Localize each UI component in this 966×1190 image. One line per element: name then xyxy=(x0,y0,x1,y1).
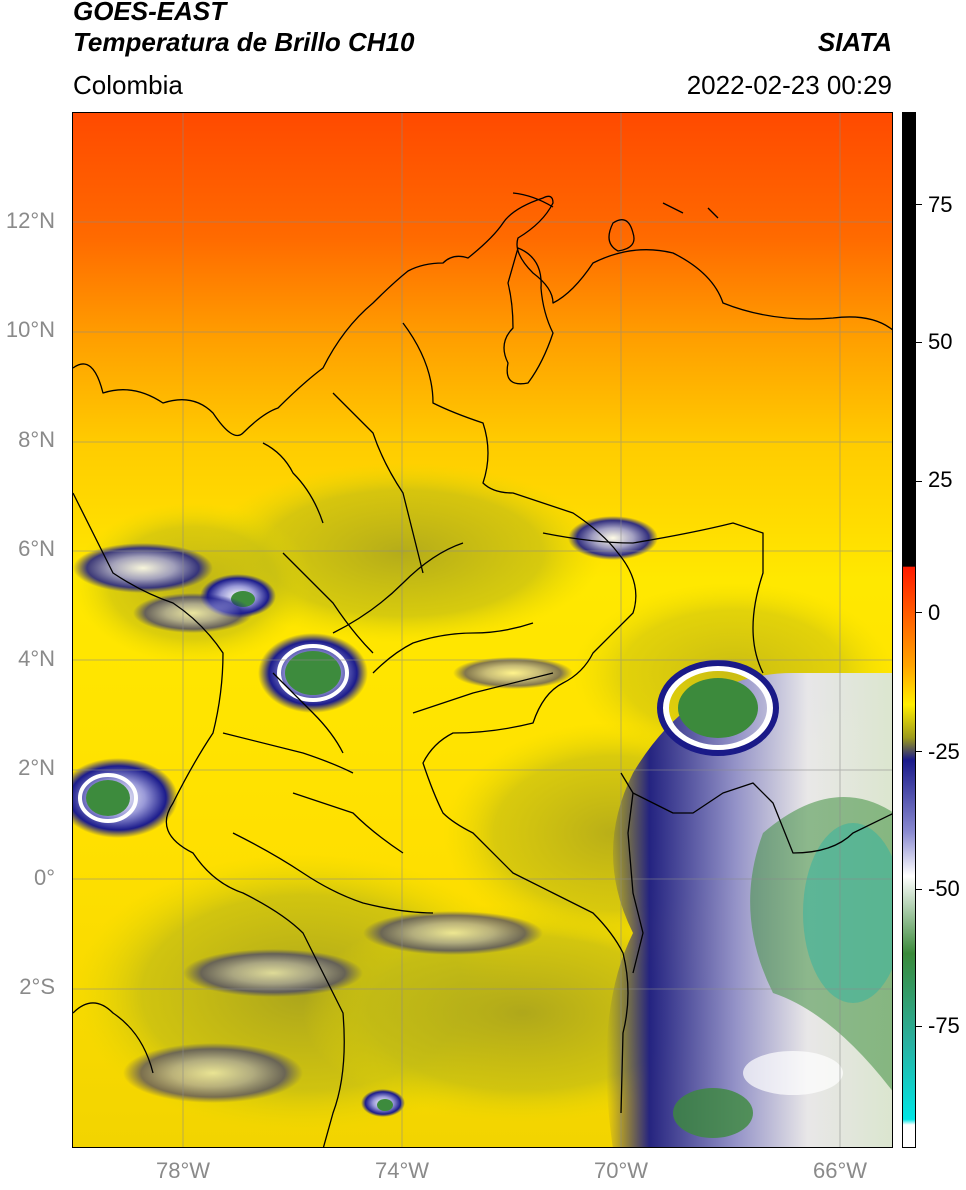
product-title: Temperatura de Brillo CH10 xyxy=(73,27,415,57)
source-label: SIATA xyxy=(817,27,892,57)
colorbar-label-minus50: -50 xyxy=(928,876,960,901)
gridlines xyxy=(73,113,892,1147)
colorbar-tick xyxy=(916,342,922,343)
colorbar-tick xyxy=(916,204,922,205)
lat-tick-8n: 8°N xyxy=(18,427,55,452)
lon-tick-78w: 78°W xyxy=(155,1158,211,1183)
colorbar-label-minus25: -25 xyxy=(928,739,960,764)
datetime-label: 2022-02-23 00:29 xyxy=(686,70,892,100)
lat-tick-2s: 2°S xyxy=(19,974,55,999)
western-convective-cells xyxy=(73,516,658,1117)
eastern-storm-complex xyxy=(606,660,892,1147)
lat-tick-12n: 12°N xyxy=(5,208,55,233)
colorbar-label-75: 75 xyxy=(928,192,953,217)
colorbar-tick xyxy=(916,612,922,613)
region-label: Colombia xyxy=(73,70,183,100)
lat-tick-6n: 6°N xyxy=(18,536,55,561)
colorbar-tick xyxy=(916,481,922,482)
satellite-title: GOES-EAST xyxy=(73,0,227,26)
colorbar-label-25: 25 xyxy=(928,467,953,492)
colorbar-label-50: 50 xyxy=(928,329,953,354)
lon-tick-70w: 70°W xyxy=(593,1158,649,1183)
lat-tick-2n: 2°N xyxy=(18,755,55,780)
colorbar-label-0: 0 xyxy=(928,600,941,625)
colorbar xyxy=(902,112,916,1148)
lat-tick-4n: 4°N xyxy=(18,646,55,671)
colorbar-tick xyxy=(916,1026,922,1027)
lat-tick-0: 0° xyxy=(33,865,55,890)
brightness-temperature-map xyxy=(72,112,893,1148)
lon-tick-74w: 74°W xyxy=(374,1158,430,1183)
lat-tick-10n: 10°N xyxy=(5,317,55,342)
colorbar-tick xyxy=(916,751,922,752)
colorbar-tick xyxy=(916,889,922,890)
lon-tick-66w: 66°W xyxy=(812,1158,868,1183)
colorbar-label-minus75: -75 xyxy=(928,1013,960,1038)
map-image xyxy=(73,113,892,1147)
coastlines-and-borders xyxy=(73,192,892,1147)
